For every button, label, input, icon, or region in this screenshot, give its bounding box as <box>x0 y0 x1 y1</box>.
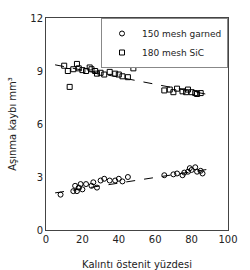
svg-text:100: 100 <box>218 234 237 245</box>
svg-text:6: 6 <box>37 119 43 130</box>
svg-text:0: 0 <box>43 234 49 245</box>
svg-text:3: 3 <box>37 172 43 183</box>
svg-text:40: 40 <box>112 234 125 245</box>
svg-text:80: 80 <box>185 234 198 245</box>
svg-text:12: 12 <box>30 13 43 24</box>
svg-text:Kalıntı östenit yüzdesi: Kalıntı östenit yüzdesi <box>82 259 192 270</box>
svg-text:20: 20 <box>76 234 89 245</box>
svg-text:180 mesh SiC: 180 mesh SiC <box>142 48 204 58</box>
svg-text:60: 60 <box>149 234 162 245</box>
svg-text:Aşınma kaybı mm³: Aşınma kaybı mm³ <box>7 77 18 171</box>
svg-text:9: 9 <box>37 66 43 77</box>
svg-text:0: 0 <box>37 225 43 236</box>
svg-text:150 mesh garned: 150 mesh garned <box>142 29 221 39</box>
